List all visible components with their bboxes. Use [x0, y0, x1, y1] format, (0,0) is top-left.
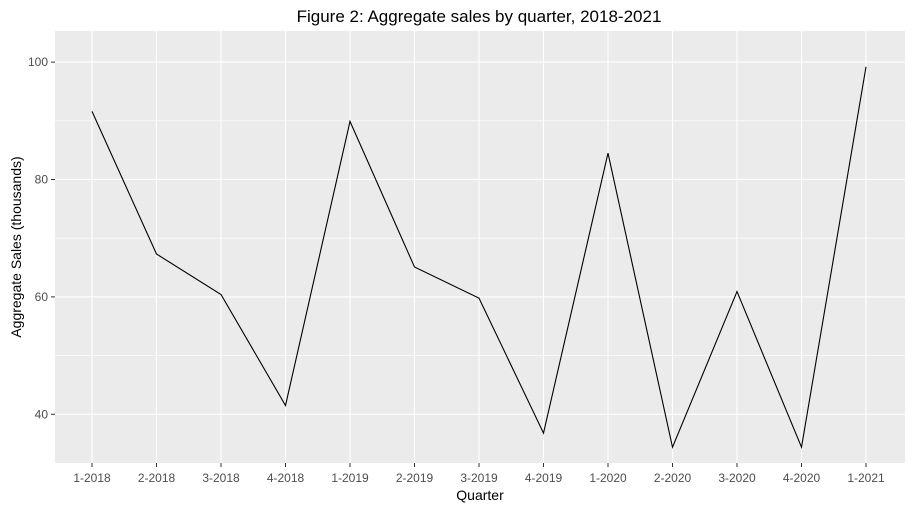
x-tick-label: 4-2019	[525, 471, 563, 485]
x-tick-label: 1-2021	[847, 471, 885, 485]
x-tick-label: 2-2020	[654, 471, 692, 485]
y-tick-label: 100	[28, 55, 48, 69]
y-axis-title: Aggregate Sales (thousands)	[8, 156, 24, 337]
plot-panel	[55, 31, 905, 463]
x-tick-label: 3-2020	[718, 471, 756, 485]
x-tick-label: 4-2018	[267, 471, 305, 485]
x-tick-label: 1-2020	[589, 471, 627, 485]
y-tick-label: 40	[35, 407, 49, 421]
y-tick-label: 60	[35, 290, 49, 304]
x-tick-label: 4-2020	[783, 471, 821, 485]
x-tick-label: 1-2019	[331, 471, 369, 485]
sales-line	[91, 66, 867, 450]
x-tick-label: 3-2018	[202, 471, 240, 485]
x-tick-label: 3-2019	[460, 471, 498, 485]
y-tick-label: 80	[35, 173, 49, 187]
major-gridlines	[55, 31, 905, 463]
chart-title: Figure 2: Aggregate sales by quarter, 20…	[297, 7, 662, 26]
x-tick-label: 2-2018	[138, 471, 176, 485]
x-tick-label: 2-2019	[396, 471, 434, 485]
y-axis: 40 60 80 100	[28, 55, 55, 421]
x-axis-title: Quarter	[456, 487, 504, 503]
x-axis: 1-2018 2-2018 3-2018 4-2018 1-2019 2-2019 3-20…	[73, 463, 885, 485]
x-tick-label: 1-2018	[73, 471, 111, 485]
